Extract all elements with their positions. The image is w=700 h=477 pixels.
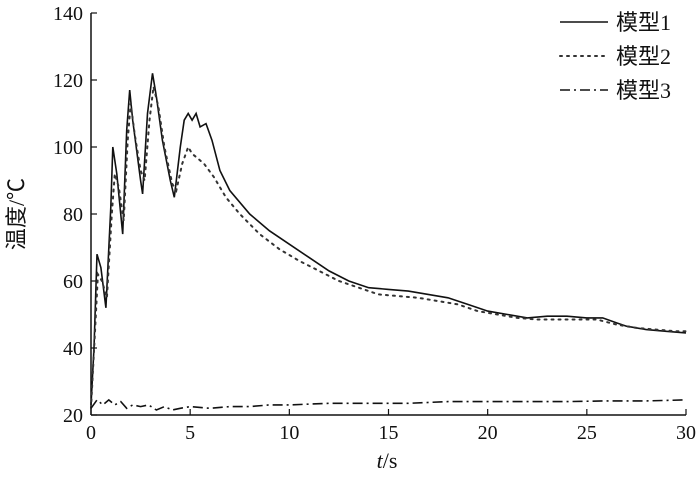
y-tick-label: 80 bbox=[63, 204, 83, 226]
y-tick-label: 140 bbox=[53, 3, 83, 25]
series-line-2 bbox=[90, 86, 687, 410]
x-tick-label: 5 bbox=[185, 422, 195, 444]
x-axis-label: t/s bbox=[377, 448, 398, 473]
legend-label-2: 模型2 bbox=[616, 44, 671, 69]
x-tick-label: 10 bbox=[279, 422, 299, 444]
series-line-3 bbox=[90, 398, 687, 411]
x-tick-label: 30 bbox=[676, 422, 696, 444]
series-layer bbox=[90, 73, 687, 411]
y-tick-label: 120 bbox=[53, 70, 83, 92]
legend-label-1: 模型1 bbox=[616, 10, 671, 35]
y-axis-label: 温度/℃ bbox=[4, 178, 29, 250]
series-line-1 bbox=[90, 73, 687, 405]
x-tick-label: 15 bbox=[379, 422, 399, 444]
x-tick-label: 25 bbox=[577, 422, 597, 444]
legend: 模型1 模型2 模型3 bbox=[559, 10, 671, 103]
legend-label-3: 模型3 bbox=[616, 78, 671, 103]
axis-ticks: 0 5 10 15 20 25 30 20 40 60 80 100 120 140 bbox=[53, 3, 696, 444]
y-tick-label: 100 bbox=[53, 137, 83, 159]
x-tick-label: 20 bbox=[478, 422, 498, 444]
axes bbox=[90, 13, 686, 416]
y-tick-label: 20 bbox=[63, 405, 83, 427]
x-tick-label: 0 bbox=[86, 422, 96, 444]
y-tick-label: 60 bbox=[63, 271, 83, 293]
y-tick-label: 40 bbox=[63, 338, 83, 360]
